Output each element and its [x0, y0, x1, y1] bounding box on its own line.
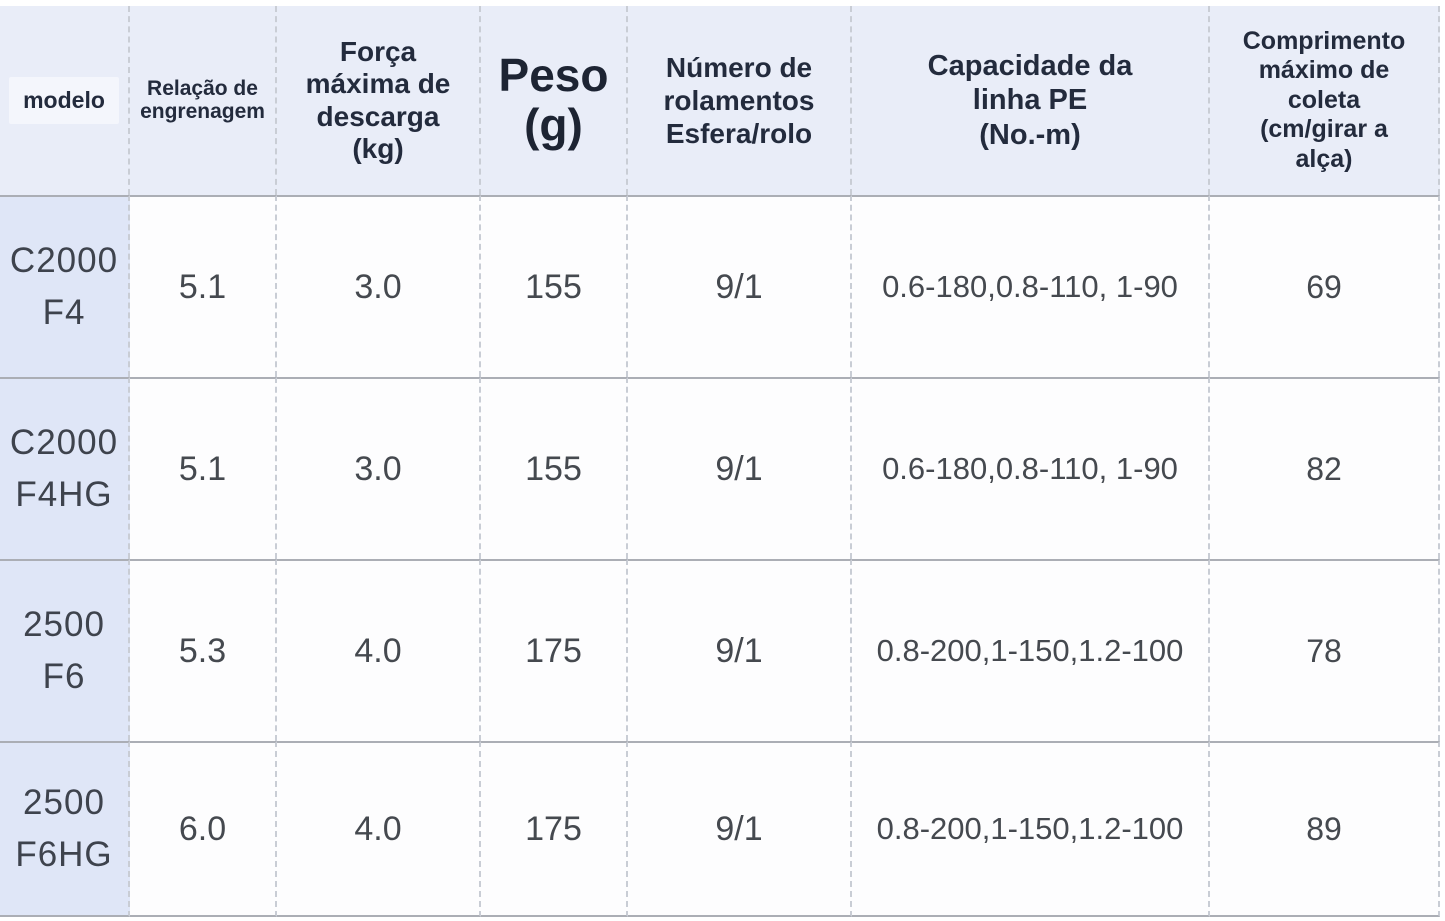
cell-max-drag: 3.0: [277, 377, 481, 559]
spec-table: modelo Relação de engrenagem Força máxim…: [0, 6, 1440, 917]
cell-model: C2000 F4: [0, 195, 130, 377]
cell-bearings: 9/1: [628, 195, 852, 377]
cell-model: 2500 F6HG: [0, 741, 130, 917]
column-header-model-label: modelo: [9, 77, 119, 124]
column-header-bearings: Número de rolamentos Esfera/rolo: [628, 6, 852, 195]
column-header-line-capacity: Capacidade da linha PE (No.-m): [852, 6, 1210, 195]
cell-line-capacity: 0.8-200,1-150,1.2-100: [852, 741, 1210, 917]
cell-line-capacity: 0.8-200,1-150,1.2-100: [852, 559, 1210, 741]
cell-retrieve-length: 78: [1210, 559, 1440, 741]
cell-weight: 155: [481, 377, 628, 559]
cell-gear-ratio: 5.1: [130, 195, 277, 377]
cell-weight: 155: [481, 195, 628, 377]
column-header-max-drag: Força máxima de descarga (kg): [277, 6, 481, 195]
cell-bearings: 9/1: [628, 377, 852, 559]
cell-model: C2000 F4HG: [0, 377, 130, 559]
cell-gear-ratio: 5.3: [130, 559, 277, 741]
cell-max-drag: 4.0: [277, 741, 481, 917]
column-header-retrieve-length: Comprimento máximo de coleta (cm/girar a…: [1210, 6, 1440, 195]
cell-max-drag: 3.0: [277, 195, 481, 377]
cell-gear-ratio: 5.1: [130, 377, 277, 559]
cell-line-capacity: 0.6-180,0.8-110, 1-90: [852, 195, 1210, 377]
cell-bearings: 9/1: [628, 741, 852, 917]
column-header-gear-ratio: Relação de engrenagem: [130, 6, 277, 195]
cell-line-capacity: 0.6-180,0.8-110, 1-90: [852, 377, 1210, 559]
cell-retrieve-length: 82: [1210, 377, 1440, 559]
cell-weight: 175: [481, 559, 628, 741]
cell-retrieve-length: 69: [1210, 195, 1440, 377]
cell-weight: 175: [481, 741, 628, 917]
column-header-model: modelo: [0, 6, 130, 195]
cell-model: 2500 F6: [0, 559, 130, 741]
cell-bearings: 9/1: [628, 559, 852, 741]
column-header-weight: Peso (g): [481, 6, 628, 195]
cell-retrieve-length: 89: [1210, 741, 1440, 917]
cell-gear-ratio: 6.0: [130, 741, 277, 917]
cell-max-drag: 4.0: [277, 559, 481, 741]
spec-table-container: modelo Relação de engrenagem Força máxim…: [0, 6, 1440, 917]
